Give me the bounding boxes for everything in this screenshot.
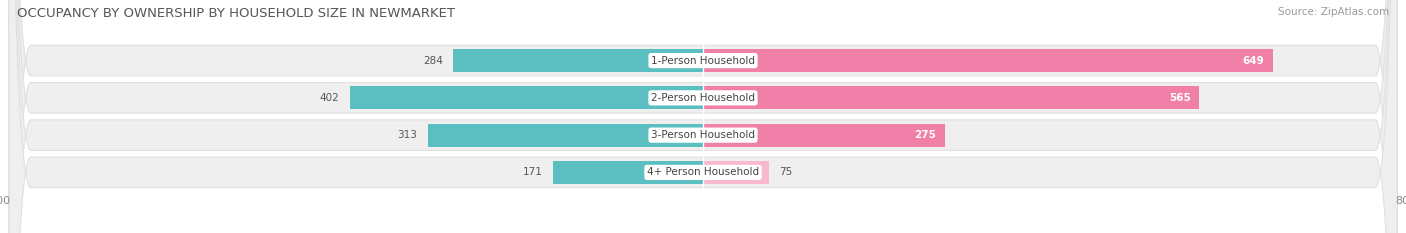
Bar xyxy=(453,49,703,72)
Text: 4+ Person Household: 4+ Person Household xyxy=(647,168,759,177)
Bar xyxy=(350,86,703,110)
Text: 171: 171 xyxy=(522,168,543,177)
Bar xyxy=(703,86,1199,110)
Text: OCCUPANCY BY OWNERSHIP BY HOUSEHOLD SIZE IN NEWMARKET: OCCUPANCY BY OWNERSHIP BY HOUSEHOLD SIZE… xyxy=(17,7,456,20)
Text: 1-Person Household: 1-Person Household xyxy=(651,56,755,65)
FancyBboxPatch shape xyxy=(8,0,1398,233)
Text: 649: 649 xyxy=(1243,56,1264,65)
Text: 565: 565 xyxy=(1168,93,1191,103)
FancyBboxPatch shape xyxy=(8,0,1398,233)
Bar xyxy=(703,123,945,147)
Text: 75: 75 xyxy=(779,168,793,177)
Bar xyxy=(703,161,769,184)
Bar xyxy=(703,49,1274,72)
FancyBboxPatch shape xyxy=(8,0,1398,233)
Text: 313: 313 xyxy=(398,130,418,140)
FancyBboxPatch shape xyxy=(8,0,1398,233)
Text: 2-Person Household: 2-Person Household xyxy=(651,93,755,103)
Text: 275: 275 xyxy=(914,130,936,140)
Text: 402: 402 xyxy=(319,93,339,103)
Text: 284: 284 xyxy=(423,56,443,65)
Bar xyxy=(553,161,703,184)
Bar xyxy=(427,123,703,147)
Text: 3-Person Household: 3-Person Household xyxy=(651,130,755,140)
Text: Source: ZipAtlas.com: Source: ZipAtlas.com xyxy=(1278,7,1389,17)
